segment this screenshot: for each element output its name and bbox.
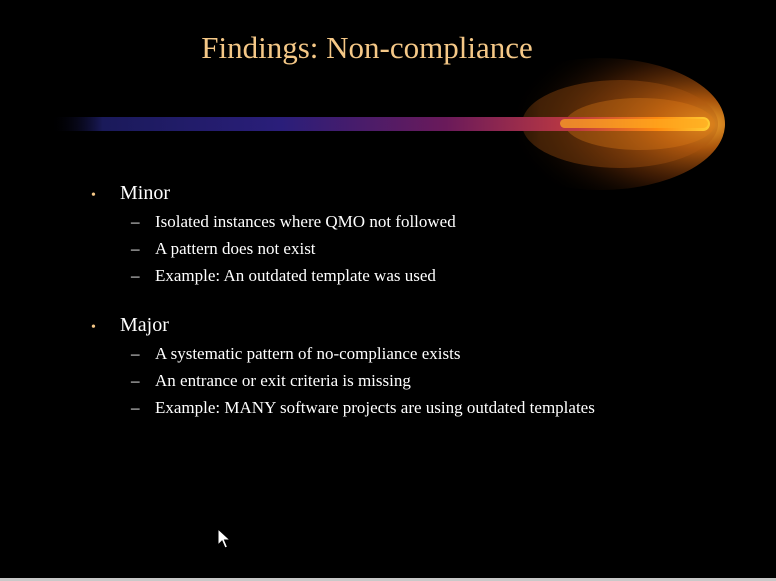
sub-bullet-item: – A systematic pattern of no-compliance … (131, 342, 611, 365)
dash-icon: – (131, 212, 140, 231)
dash-icon: – (131, 266, 140, 285)
bullet-list: • Minor – Isolated instances where QMO n… (91, 182, 611, 446)
sub-bullet-item: – Example: MANY software projects are us… (131, 396, 611, 419)
sub-bullet-item: – Example: An outdated template was used (131, 264, 611, 287)
bullet-item: • Minor (91, 182, 611, 210)
slide-title: Findings: Non-compliance (201, 30, 533, 65)
sub-bullet-text: A systematic pattern of no-compliance ex… (155, 344, 461, 363)
sub-bullet-text: Example: MANY software projects are usin… (155, 398, 595, 417)
mouse-pointer-icon (217, 528, 231, 549)
bullet-heading: Major (120, 314, 169, 336)
sub-bullet-item: – An entrance or exit criteria is missin… (131, 369, 611, 392)
bottom-border (0, 578, 776, 581)
dash-icon: – (131, 371, 140, 390)
dash-icon: – (131, 398, 140, 417)
bullet-dot-icon: • (91, 188, 96, 203)
sub-bullet-text: Example: An outdated template was used (155, 266, 436, 285)
section-minor: • Minor – Isolated instances where QMO n… (91, 182, 611, 287)
dash-icon: – (131, 344, 140, 363)
dash-icon: – (131, 239, 140, 258)
sub-bullet-item: – Isolated instances where QMO not follo… (131, 210, 611, 233)
bullet-heading: Minor (120, 182, 170, 204)
section-major: • Major – A systematic pattern of no-com… (91, 314, 611, 419)
sub-bullet-text: An entrance or exit criteria is missing (155, 371, 411, 390)
sub-bullet-text: A pattern does not exist (155, 239, 316, 258)
sub-bullet-item: – A pattern does not exist (131, 237, 611, 260)
bullet-dot-icon: • (91, 320, 96, 335)
bullet-item: • Major (91, 314, 611, 342)
sub-bullet-text: Isolated instances where QMO not followe… (155, 212, 456, 231)
